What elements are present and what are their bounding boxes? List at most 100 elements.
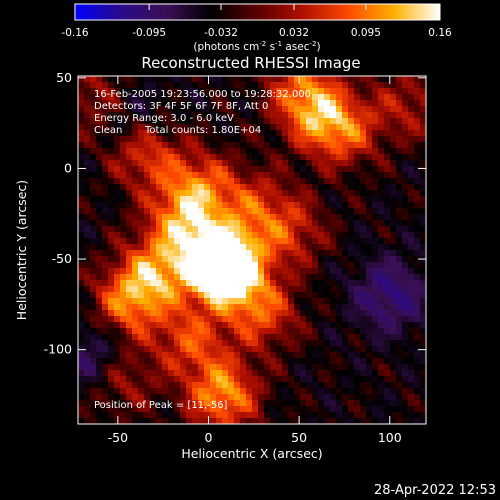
heatmap-cell — [102, 394, 109, 401]
heatmap-cell — [222, 220, 229, 227]
heatmap-cell — [90, 286, 97, 293]
heatmap-cell — [126, 190, 133, 197]
heatmap-cell — [144, 280, 151, 287]
heatmap-cell — [324, 244, 331, 251]
heatmap-cell — [138, 388, 145, 395]
heatmap-cell — [180, 118, 187, 125]
heatmap-cell — [342, 94, 349, 101]
heatmap-cell — [360, 298, 367, 305]
heatmap-cell — [336, 280, 343, 287]
heatmap-cell — [204, 250, 211, 257]
heatmap-cell — [96, 292, 103, 299]
heatmap-cell — [234, 106, 241, 113]
heatmap-cell — [264, 94, 271, 101]
heatmap-cell — [282, 298, 289, 305]
heatmap-cell — [198, 136, 205, 143]
heatmap-cell — [186, 316, 193, 323]
heatmap-cell — [126, 208, 133, 215]
heatmap-cell — [270, 316, 277, 323]
heatmap-cell — [372, 76, 379, 83]
heatmap-cell — [294, 124, 301, 131]
heatmap-cell — [108, 328, 115, 335]
heatmap-cell — [414, 364, 421, 371]
heatmap-cell — [228, 310, 235, 317]
heatmap-cell — [288, 220, 295, 227]
heatmap-cell — [210, 106, 217, 113]
heatmap-cell — [78, 250, 85, 257]
heatmap-cell — [270, 160, 277, 167]
heatmap-cell — [324, 232, 331, 239]
heatmap-cell — [372, 130, 379, 137]
heatmap-cell — [276, 208, 283, 215]
heatmap-cell — [138, 178, 145, 185]
heatmap-cell — [234, 274, 241, 281]
heatmap-cell — [354, 352, 361, 359]
heatmap-cell — [108, 304, 115, 311]
heatmap-cell — [150, 316, 157, 323]
heatmap-cell — [90, 310, 97, 317]
heatmap-cell — [222, 286, 229, 293]
heatmap-cell — [294, 172, 301, 179]
heatmap-cell — [378, 406, 385, 413]
heatmap-cell — [288, 76, 295, 83]
heatmap-cell — [216, 298, 223, 305]
heatmap-cell — [258, 298, 265, 305]
heatmap-cell — [120, 250, 127, 257]
heatmap-cell — [390, 238, 397, 245]
heatmap-cell — [294, 136, 301, 143]
heatmap-cell — [276, 88, 283, 95]
heatmap-cell — [402, 406, 409, 413]
heatmap-cell — [216, 238, 223, 245]
heatmap-cell — [252, 238, 259, 245]
heatmap-cell — [90, 250, 97, 257]
heatmap-cell — [204, 418, 211, 424]
heatmap-cell — [90, 406, 97, 413]
heatmap-cell — [258, 256, 265, 263]
heatmap-cell — [102, 358, 109, 365]
heatmap-cell — [420, 220, 426, 227]
heatmap-cell — [132, 202, 139, 209]
heatmap-cell — [168, 310, 175, 317]
heatmap-cell — [300, 214, 307, 221]
heatmap-cell — [228, 346, 235, 353]
heatmap-cell — [318, 184, 325, 191]
heatmap-cell — [378, 388, 385, 395]
heatmap-cell — [168, 340, 175, 347]
heatmap-cell — [84, 202, 91, 209]
heatmap-cell — [342, 130, 349, 137]
heatmap-cell — [348, 358, 355, 365]
heatmap-cell — [270, 376, 277, 383]
heatmap-cell — [390, 340, 397, 347]
heatmap-cell — [258, 418, 265, 424]
heatmap-cell — [246, 256, 253, 263]
heatmap-cell — [258, 412, 265, 419]
heatmap-cell — [264, 280, 271, 287]
heatmap-cell — [168, 352, 175, 359]
heatmap-cell — [162, 292, 169, 299]
heatmap-cell — [300, 136, 307, 143]
heatmap-cell — [354, 256, 361, 263]
heatmap-cell — [324, 382, 331, 389]
heatmap-cell — [132, 322, 139, 329]
heatmap-cell — [216, 100, 223, 107]
heatmap-cell — [276, 286, 283, 293]
heatmap-cell — [216, 184, 223, 191]
heatmap-cell — [162, 274, 169, 281]
heatmap-cell — [312, 298, 319, 305]
heatmap-cell — [294, 376, 301, 383]
heatmap-cell — [354, 376, 361, 383]
heatmap-cell — [300, 94, 307, 101]
heatmap-cell — [102, 388, 109, 395]
heatmap-cell — [300, 82, 307, 89]
heatmap-cell — [384, 154, 391, 161]
heatmap-cell — [234, 220, 241, 227]
heatmap-cell — [162, 130, 169, 137]
heatmap-cell — [360, 142, 367, 149]
heatmap-cell — [330, 232, 337, 239]
heatmap-cell — [306, 244, 313, 251]
heatmap-cell — [84, 268, 91, 275]
heatmap-cell — [300, 328, 307, 335]
heatmap-cell — [384, 364, 391, 371]
heatmap-cell — [234, 172, 241, 179]
heatmap-cell — [372, 94, 379, 101]
